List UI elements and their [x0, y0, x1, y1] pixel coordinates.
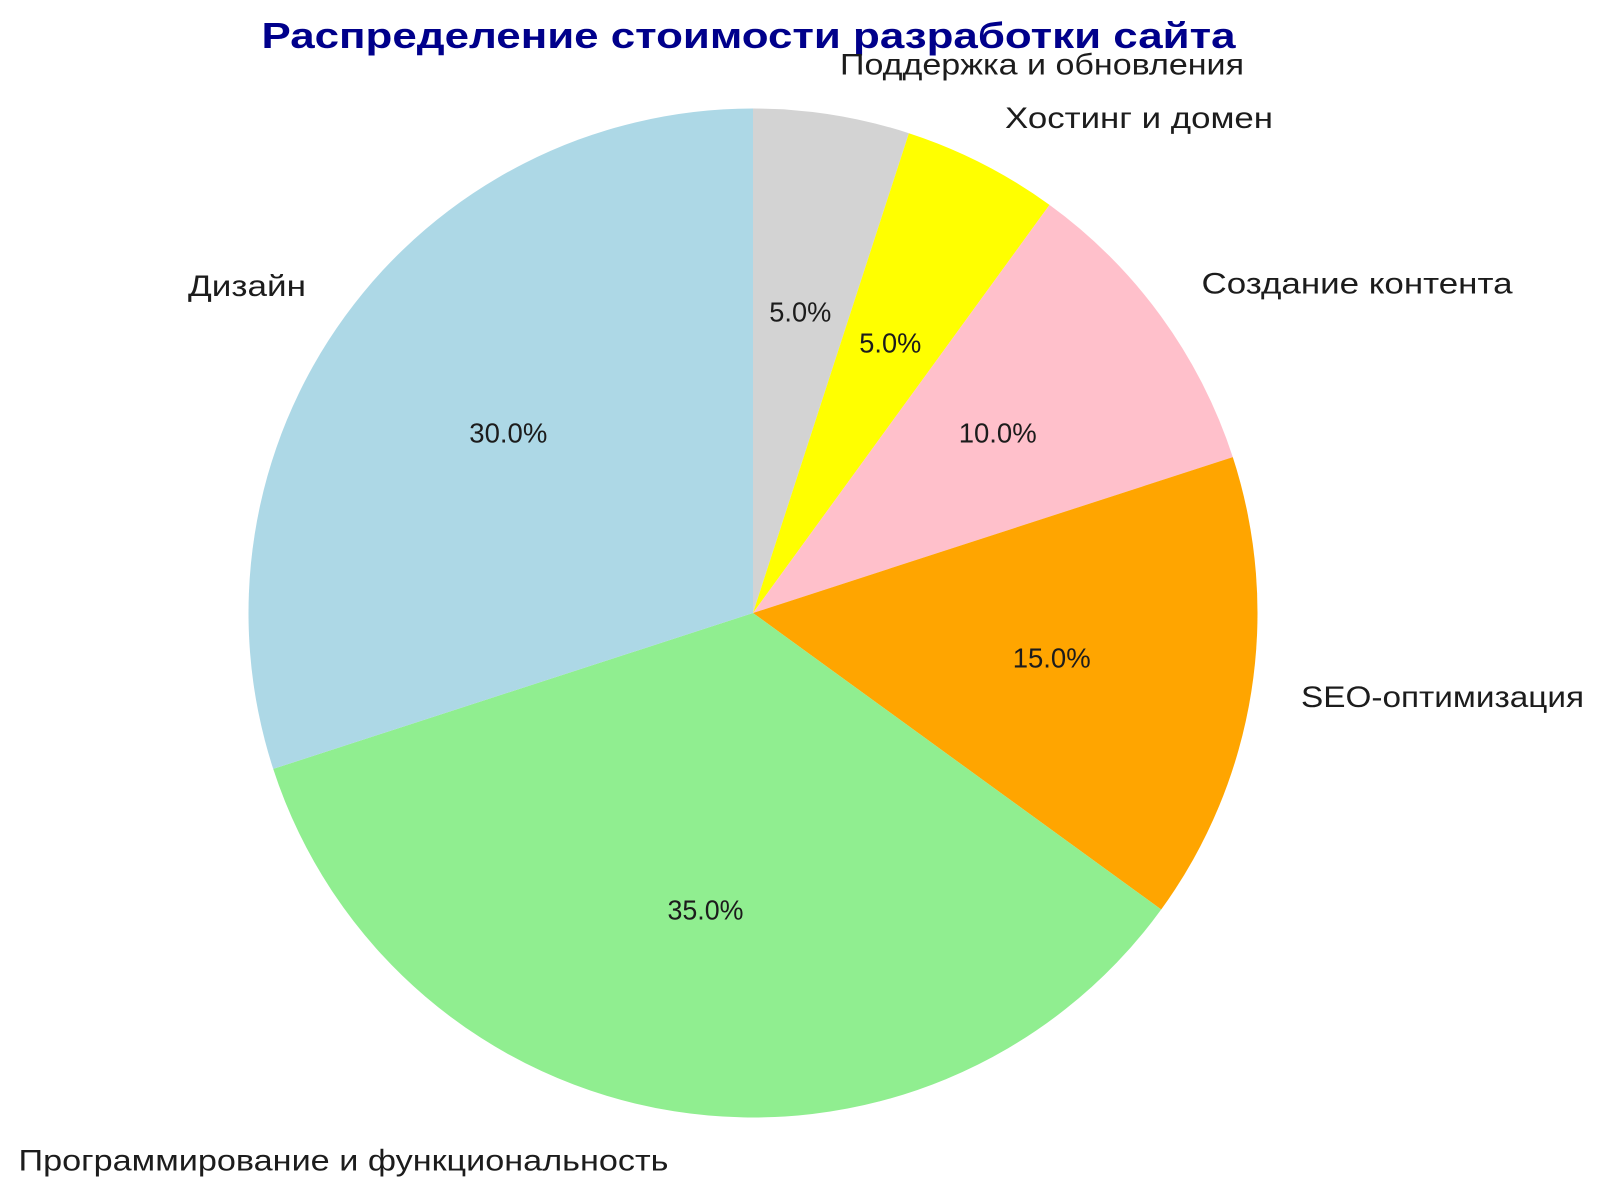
svg-text:Создание контента: Создание контента: [1202, 268, 1513, 301]
svg-text:Распределение стоимости разраб: Распределение стоимости разработки сайта: [262, 15, 1237, 56]
svg-text:10.0%: 10.0%: [959, 418, 1037, 449]
svg-text:15.0%: 15.0%: [1013, 643, 1091, 674]
svg-text:Хостинг и домен: Хостинг и домен: [1005, 102, 1273, 135]
svg-text:Поддержка и обновления: Поддержка и обновления: [840, 48, 1244, 81]
svg-text:35.0%: 35.0%: [668, 895, 744, 926]
svg-text:5.0%: 5.0%: [769, 297, 831, 328]
svg-text:Программирование и функциональ: Программирование и функциональность: [19, 1144, 669, 1177]
svg-text:Дизайн: Дизайн: [188, 270, 306, 303]
svg-text:SEO-оптимизация: SEO-оптимизация: [1301, 681, 1584, 714]
svg-text:30.0%: 30.0%: [469, 418, 547, 449]
svg-text:5.0%: 5.0%: [859, 328, 921, 359]
